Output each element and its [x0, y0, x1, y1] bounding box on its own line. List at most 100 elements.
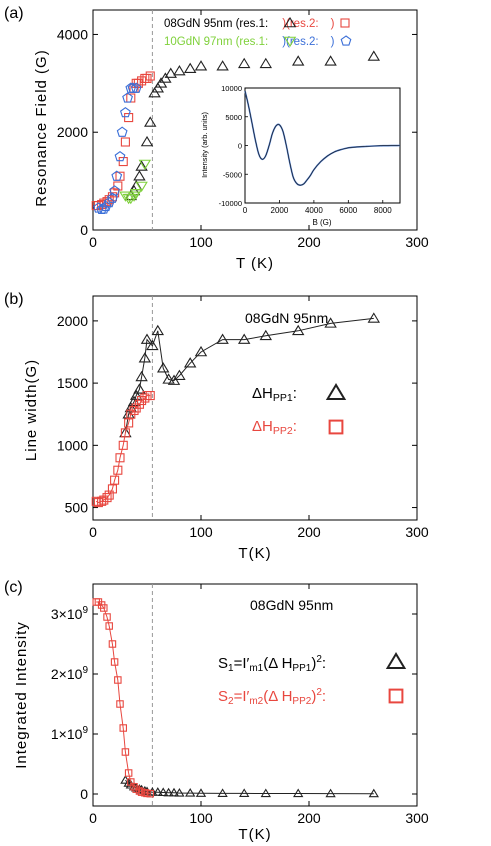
series--hpp2-point: [137, 395, 147, 406]
series-s2-point: [135, 787, 144, 795]
series-s2-point: [105, 622, 113, 630]
series--hpp1-point: [140, 333, 154, 344]
series--hpp2-point: [107, 484, 117, 494]
panel-b-xlabel: T(K): [238, 545, 271, 562]
legend-s1-symbol: [385, 652, 407, 669]
series-10gdn-97nm-res-2-point: [130, 82, 142, 93]
x-tick-label: 200: [297, 524, 321, 540]
y-tick-label: 500: [65, 500, 89, 516]
series-s2-point: [108, 640, 117, 648]
series-08gdn-95nm-res-2-point: [118, 157, 128, 167]
series-s2-point: [124, 769, 133, 777]
series-10gdn-97nm-res-1-point: [138, 159, 152, 171]
x-tick-label: 200: [297, 810, 321, 826]
series-10gdn-97nm-res-2-point: [116, 126, 128, 137]
x-tick-label: 300: [405, 234, 429, 250]
legend-s2-cs: PP2: [292, 696, 311, 707]
panel-c-ylabel: Integrated Intensity: [13, 621, 30, 769]
x-tick-label: 0: [89, 810, 97, 826]
series-s2-point: [116, 700, 124, 708]
legend-s1-sup: 2: [316, 654, 322, 665]
x-tick-label: 200: [297, 234, 321, 250]
series-10gdn-97nm-res-2-point: [114, 150, 126, 162]
series-10gdn-97nm-res-2-point: [107, 192, 118, 203]
series-10gdn-97nm-res-1-point: [129, 189, 143, 200]
series-08gdn-95nm-res-2-point: [137, 76, 147, 86]
series-10gdn-97nm-res-2-point: [109, 185, 121, 196]
series-10gdn-97nm-res-2-point: [100, 200, 112, 212]
series-08gdn-95nm-res-1-point: [194, 60, 208, 71]
series-s1-point: [168, 787, 180, 797]
series-s1-point: [163, 787, 174, 797]
panel-c-legend-s1: S1=I′m1(Δ HPP1)2:: [218, 654, 326, 674]
inset-ticks: 0 2000 4000 6000 8000 -10000 -5000 0 5000 10000: [219, 84, 393, 215]
inset-spectrum: 0 2000 4000 6000 8000 -10000 -5000 0 5000 10000 I…: [200, 84, 401, 227]
legend-pp2-symbol: [328, 419, 344, 435]
y-tick-label: 0: [80, 786, 88, 802]
series--hpp1-point: [162, 373, 175, 384]
series-10gdn-97nm-res-1-point: [135, 181, 148, 193]
series-s1-point: [174, 788, 185, 797]
series-s2-point: [114, 676, 122, 684]
panel-c-ticks: 0 100 200 300 0 1×109 2×109 3×109: [51, 584, 429, 826]
series--hpp1-point: [127, 395, 141, 407]
series-s2-point: [146, 789, 154, 798]
series-08gdn-95nm-res-1-point: [216, 60, 229, 71]
y-tick-label: 2×109: [51, 665, 89, 682]
x-tick-label: 0: [89, 234, 97, 250]
y-tick-label: 1×109: [51, 725, 89, 742]
panel-a-legend-symbols: [283, 16, 352, 48]
inset-y-tick-label: 0: [238, 142, 242, 151]
legend-pp2-tail: :: [293, 418, 297, 435]
panel-c-sample-label: 08GdN 95nm: [250, 597, 333, 613]
inset-x-tick-label: 6000: [339, 206, 357, 215]
panel-a-legend-line1: 08GdN 95nm (res.1:)(res.2:): [164, 18, 335, 30]
panel-a-label: (a): [4, 5, 24, 22]
legend-line2-suffix: ): [331, 36, 335, 48]
y-tick-label: 2000: [57, 313, 88, 329]
series-10gdn-97nm-res-2-point: [119, 106, 131, 118]
inset-x-tick-label: 4000: [305, 206, 323, 215]
series--hpp2-point: [129, 405, 139, 416]
x-tick-label: 0: [89, 524, 97, 540]
series-s1-point: [185, 788, 196, 797]
y-tick-label: 1500: [57, 375, 88, 391]
panel-b-sample-label: 08GdN 95nm: [245, 310, 328, 326]
x-tick-label: 100: [189, 234, 213, 250]
panel-b-legend-symbols: [325, 383, 347, 435]
legend-pp1-tail: :: [293, 385, 297, 402]
legend-s2-sup: 2: [316, 687, 322, 698]
panel-b-legend-pp2: ΔHPP2:: [252, 418, 297, 437]
series--hpp1-line: [124, 317, 374, 433]
panel-c-legend-symbols: [385, 652, 407, 704]
series-s2-point: [130, 783, 138, 791]
panel-a-xlabel: T (K): [236, 255, 274, 272]
legend-s1-b: =I′: [234, 655, 250, 672]
series-s2-point: [121, 748, 130, 756]
series-s1-point: [158, 787, 169, 797]
inset-x-tick-label: 2000: [271, 206, 289, 215]
legend-pp2-sub: PP2: [273, 425, 293, 437]
legend-line1-suffix: ): [331, 18, 335, 30]
inset-y-tick-label: -5000: [223, 170, 242, 179]
inset-x-tick-label: 0: [243, 206, 248, 215]
series--hpp1-point: [135, 370, 148, 382]
series--hpp2-point: [93, 498, 103, 508]
inset-y-tick-label: 10000: [221, 84, 242, 93]
series-s2-point: [141, 789, 149, 797]
y-tick-label: 0: [80, 222, 88, 238]
series--hpp2-point: [113, 465, 123, 475]
series-08gdn-95nm-res-1-point: [367, 50, 381, 61]
series-s1-point: [260, 788, 271, 798]
series-08gdn-95nm-res-1-point: [237, 57, 251, 69]
series-08gdn-95nm-res-2-point: [145, 71, 155, 81]
series--hpp1-point: [291, 324, 305, 336]
series--hpp1-point: [124, 401, 138, 413]
inset-y-tick-label: -10000: [219, 199, 242, 208]
panel-a-legend-line2: 10GdN 97nm (res.1:)(res.2:): [164, 36, 335, 48]
series-s1-line: [125, 779, 374, 795]
inset-spectrum-fit-curve: [244, 90, 401, 186]
series--hpp2-point: [140, 393, 150, 403]
series-08gdn-95nm-res-2-point: [120, 137, 130, 147]
